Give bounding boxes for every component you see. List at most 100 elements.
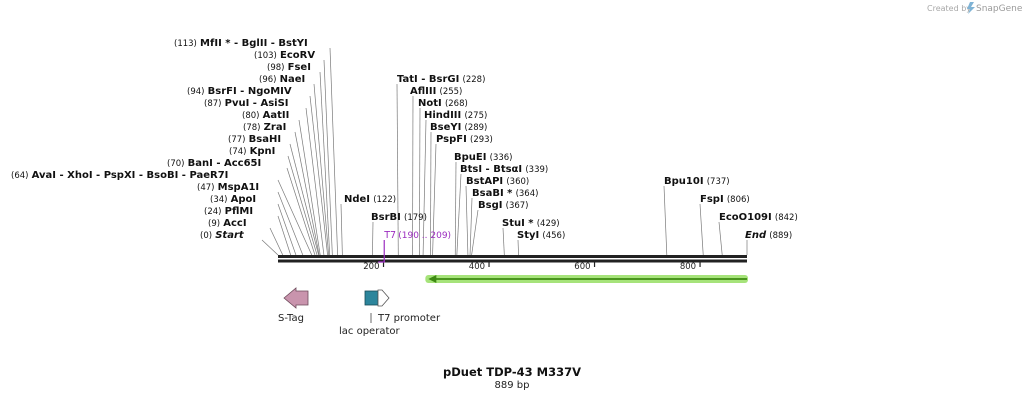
svg-text:BsrBI (179): BsrBI (179) [371,212,427,223]
site-name: PvuI [225,98,250,109]
restriction-site[interactable]: (34) ApoI [210,194,256,205]
restriction-site[interactable]: NotI (268) [418,98,468,109]
site-leader-line [718,221,723,256]
restriction-site[interactable]: (64) AvaI - XhoI - PspXI - BsoBI - PaeR7… [11,170,228,181]
site-name: BsoBI [147,170,179,181]
site-name: EcoRV [280,50,315,61]
svg-text:(98) FseI: (98) FseI [267,62,311,73]
site-position: (9) [208,219,220,229]
site-name: AsiSI [260,98,288,109]
restriction-site[interactable]: FspI (806) [700,194,750,205]
svg-text:(78) ZraI: (78) ZraI [243,122,286,133]
ruler-tick-label: 200 [363,262,379,272]
restriction-site[interactable]: NdeI (122) [344,194,396,205]
site-position: (429) [537,219,560,229]
restriction-site[interactable]: (24) PflMI [204,206,253,217]
site-leader-line [277,179,313,256]
site-leader-line [287,155,318,256]
site-leader-line [699,203,704,256]
restriction-site[interactable]: (103) EcoRV [254,50,315,61]
site-position: (74) [229,147,246,157]
restriction-site[interactable]: (96) NaeI [259,74,305,85]
restriction-site[interactable]: TatI - BsrGI (228) [397,74,485,85]
site-leader-line [419,107,421,256]
restriction-site[interactable]: (9) AccI [208,218,247,229]
restriction-site[interactable]: (70) BanI - Acc65I [167,158,261,169]
site-name: NaeI [280,74,306,85]
restriction-site[interactable]: (78) ZraI [243,122,286,133]
site-position: (364) [516,189,539,199]
restriction-site[interactable]: (80) AatII [242,110,289,121]
restriction-site[interactable]: (113) MfII * - BglII - BstYI [174,38,308,49]
restriction-site[interactable]: (94) BsrFI - NgoMIV [187,86,292,97]
site-position: (255) [440,87,463,97]
svg-text:NdeI (122): NdeI (122) [344,194,396,205]
restriction-site[interactable]: StyI (456) [517,230,565,241]
restriction-site[interactable]: (77) BsaHI [228,134,281,145]
site-position: (113) [174,39,197,49]
orf-arrow[interactable] [425,275,748,283]
site-name: PflMI [225,206,253,217]
restriction-site[interactable]: StuI * (429) [502,218,560,229]
svg-text:(96) NaeI: (96) NaeI [259,74,305,85]
restriction-site[interactable]: BpuEI (336) [454,152,513,163]
site-position: (275) [464,111,487,121]
svg-text:(74) KpnI: (74) KpnI [229,146,275,157]
site-name: AvaI [32,170,56,181]
restriction-site[interactable]: AflIII (255) [410,86,462,97]
svg-text:(80) AatII: (80) AatII [242,110,289,121]
site-name: BsaBI * [472,188,513,199]
arrow-left-icon [283,287,309,309]
snapgene-brand: SnapGene [976,4,1023,14]
restriction-site[interactable]: BstAPI (360) [466,176,529,187]
ruler: 200 400 600 800 [363,260,701,272]
site-position: (122) [373,195,396,205]
primer-hook [378,260,385,263]
restriction-site[interactable]: BsgI (367) [478,200,529,211]
restriction-site[interactable]: Bpu10I (737) [664,176,730,187]
site-position: (806) [727,195,750,205]
site-position: (103) [254,51,277,61]
restriction-site[interactable]: BsaBI * (364) [472,188,538,199]
site-leader-lines [261,47,748,256]
restriction-site[interactable]: (0) Start [200,230,245,241]
site-name: Bpu10I [664,176,704,187]
site-name: BsrBI [371,212,401,223]
svg-text:EcoO109I (842): EcoO109I (842) [719,212,798,223]
site-name: AflIII [410,86,436,97]
site-leader-line [309,95,328,256]
restriction-site[interactable]: BtsI - BtsαI (339) [460,164,548,175]
site-position: (78) [243,123,260,133]
site-position: (456) [542,231,565,241]
site-name: AatII [263,110,290,121]
restriction-site[interactable]: BseYI (289) [430,122,487,133]
svg-text:BpuEI (336): BpuEI (336) [454,152,513,163]
restriction-site[interactable]: (87) PvuI - AsiSI [204,98,289,109]
restriction-site-labels: (0) Start(9) AccI(24) PflMI(34) ApoI(47)… [11,38,798,241]
site-name: MfII * [200,38,231,49]
restriction-site[interactable]: (47) MspA1I [197,182,259,193]
site-name: StyI [517,230,539,241]
site-leader-line [340,203,343,256]
restriction-site[interactable]: HindIII (275) [424,110,487,121]
feature-s-tag[interactable]: S-Tag [278,287,309,324]
site-name: BsrGI [429,74,459,85]
svg-text:(64) AvaI - XhoI - PspXI -: (64) AvaI - XhoI - PspXI - BsoBI - PaeR7… [11,170,228,181]
site-leader-line [471,209,479,256]
restriction-site[interactable]: (98) FseI [267,62,311,73]
restriction-site[interactable]: PspFI (293) [436,134,493,145]
restriction-site[interactable]: BsrBI (179) [371,212,427,223]
site-leader-line [430,131,432,256]
restriction-site[interactable]: End (889) [745,230,792,241]
primer-t7[interactable]: T7 (190 .. 209) [378,230,451,263]
feature-t7-promoter[interactable]: T7 promoter [377,289,441,324]
site-position: (228) [463,75,486,85]
site-leader-line [298,119,321,256]
ruler-tick-label: 400 [469,262,485,272]
site-position: (34) [210,195,227,205]
site-name: ApoI [231,194,257,205]
restriction-site[interactable]: (74) KpnI [229,146,275,157]
site-name: PaeR7I [189,170,228,181]
restriction-site[interactable]: EcoO109I (842) [719,212,798,223]
